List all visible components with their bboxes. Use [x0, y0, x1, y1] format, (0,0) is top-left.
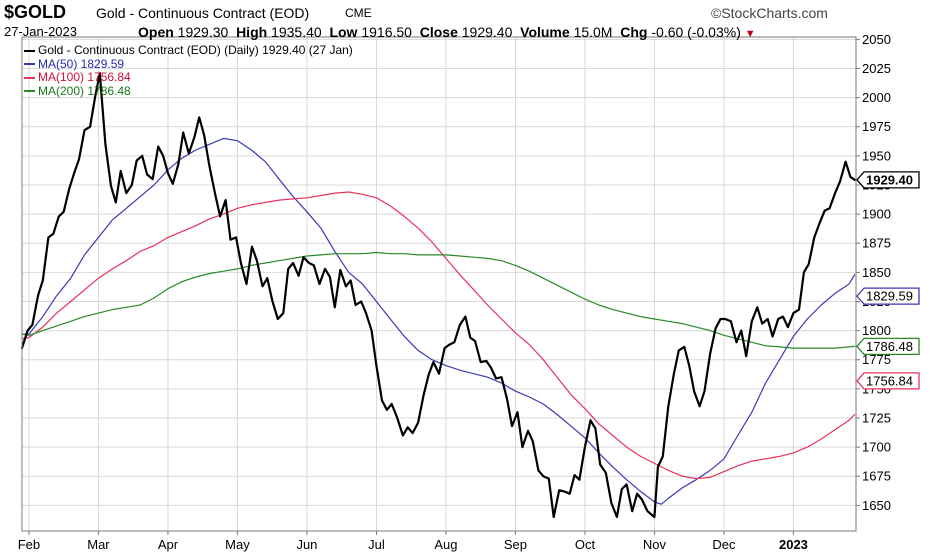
legend-label: Gold - Continuous Contract (EOD) (Daily)… — [38, 43, 353, 57]
chart-legend: Gold - Continuous Contract (EOD) (Daily)… — [24, 43, 353, 99]
x-tick-label: Jun — [296, 537, 317, 552]
y-tick-label: 1725 — [862, 410, 891, 425]
value-tag-box — [856, 287, 920, 305]
legend-swatch — [24, 63, 35, 66]
x-tick-label: Aug — [434, 537, 457, 552]
ma-value-tag: 1786.48 — [856, 337, 920, 356]
series-line-ma200 — [21, 251, 856, 349]
low-label: Low — [329, 24, 358, 40]
close-value: 1929.40 — [461, 24, 513, 40]
value-tags: 1829.59 1786.48 1756.84 1929.40 — [856, 171, 920, 390]
y-tick-label: 1900 — [862, 207, 891, 222]
low-value: 1916.50 — [361, 24, 412, 40]
volume-label: Volume — [520, 24, 570, 40]
contract-title: Gold - Continuous Contract (EOD) — [96, 5, 310, 21]
y-tick-label: 1650 — [862, 498, 891, 513]
open-label: Open — [138, 24, 174, 40]
value-tag-label: 1756.84 — [866, 373, 913, 388]
ma-value-tag: 1829.59 — [856, 287, 920, 305]
chart-grid — [22, 37, 856, 531]
legend-item-price: Gold - Continuous Contract (EOD) (Daily)… — [24, 43, 353, 58]
quote-date: 27-Jan-2023 — [4, 24, 77, 39]
value-tag-label: 1929.40 — [866, 172, 913, 187]
x-tick-label: Nov — [643, 537, 667, 552]
x-tick-label: Oct — [575, 537, 596, 552]
down-arrow-icon: ▼ — [744, 28, 756, 40]
y-tick-label: 1875 — [862, 236, 891, 251]
price-value-tag: 1929.40 — [856, 171, 920, 189]
symbol: $GOLD — [4, 2, 67, 22]
close-label: Close — [419, 24, 458, 40]
plot-frame — [21, 36, 857, 532]
value-tag-label: 1786.48 — [866, 339, 913, 354]
legend-label: MA(100) 1756.84 — [38, 70, 131, 84]
legend-item-ma50: MA(50) 1829.59 — [24, 56, 353, 72]
chg-label: Chg — [620, 24, 648, 40]
x-tick-label: Dec — [712, 537, 736, 552]
legend-item-ma200: MA(200) 1786.48 — [24, 83, 353, 99]
y-axis: 1650167517001725175017751800182518501875… — [856, 32, 891, 513]
ma-value-tag: 1756.84 — [856, 372, 920, 390]
y-tick-label: 2000 — [862, 90, 891, 105]
legend-swatch — [24, 49, 35, 52]
source-text: StockCharts.com — [721, 5, 828, 21]
high-value: 1935.40 — [271, 24, 322, 40]
legend-label: MA(200) 1786.48 — [38, 83, 131, 98]
copyright-icon: © — [711, 5, 722, 21]
x-tick-label: Mar — [87, 537, 110, 552]
y-tick-label: 2050 — [862, 32, 891, 47]
x-tick-label: 2023 — [779, 537, 808, 552]
value-tag-label: 1829.59 — [866, 289, 913, 304]
series-line-ma100 — [21, 191, 856, 480]
y-tick-label: 1950 — [862, 148, 891, 163]
series-line-ma50 — [21, 137, 856, 505]
x-tick-label: Sep — [504, 537, 527, 552]
legend-swatch — [24, 76, 35, 79]
series-line-gold — [20, 72, 856, 519]
y-tick-label: 2025 — [862, 61, 891, 76]
legend-label: MA(50) 1829.59 — [38, 56, 125, 71]
chg-value: -0.60 (-0.03%) — [651, 24, 741, 40]
x-tick-label: May — [225, 537, 250, 552]
volume-value: 15.0M — [573, 24, 613, 40]
high-label: High — [236, 24, 268, 40]
y-tick-label: 1800 — [862, 323, 891, 338]
legend-swatch — [24, 90, 35, 93]
value-tag-box — [856, 372, 920, 390]
y-tick-label: 1700 — [862, 440, 891, 455]
x-axis: Feb Mar Apr May Jun Jul Aug Sep Oct Nov Dec 2023 — [18, 531, 808, 552]
y-tick-label: 1675 — [862, 469, 891, 484]
open-value: 1929.30 — [177, 24, 229, 40]
x-tick-label: Feb — [18, 537, 40, 552]
y-tick-label: 1850 — [862, 265, 891, 280]
x-tick-label: Jul — [368, 537, 385, 552]
chart-series — [20, 72, 856, 519]
value-tag-box — [856, 171, 920, 189]
y-tick-label: 1975 — [862, 119, 891, 134]
value-tag-box — [856, 337, 920, 356]
exchange: CME — [345, 6, 372, 20]
ohlc-bar: Open 1929.30 High 1935.40 Low 1916.50 Cl… — [138, 24, 756, 40]
x-tick-label: Apr — [158, 537, 179, 552]
source-credit[interactable]: ©StockCharts.com — [711, 5, 828, 21]
legend-item-ma100: MA(100) 1756.84 — [24, 70, 353, 85]
y-tick-label: 1775 — [862, 352, 891, 367]
